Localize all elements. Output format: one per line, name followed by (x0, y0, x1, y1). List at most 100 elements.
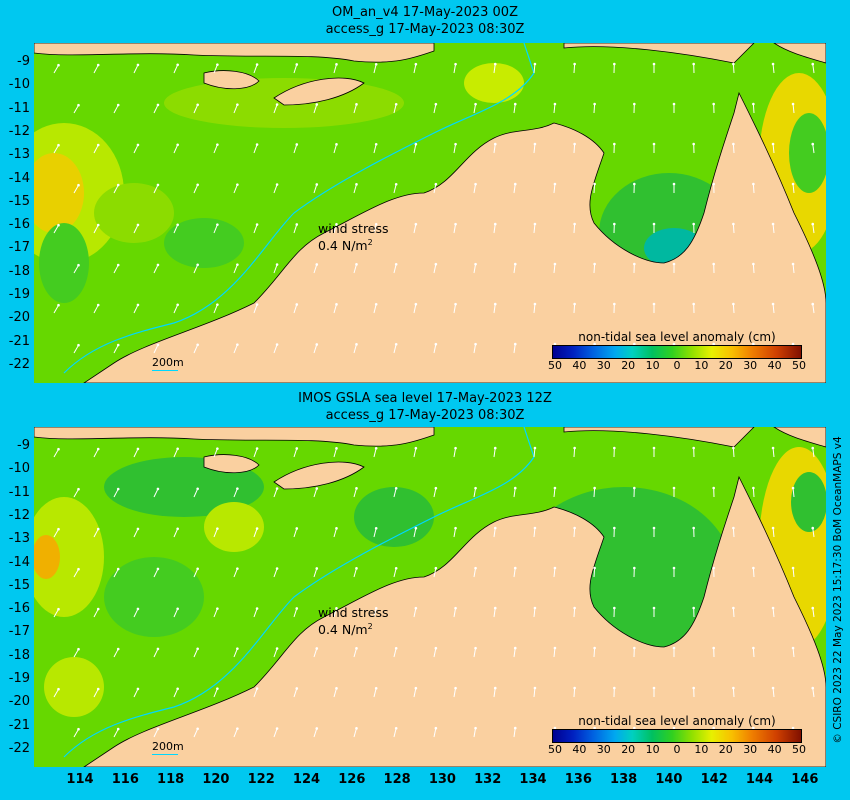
legend-tick-label: 30 (596, 359, 611, 372)
wind-arrow (573, 223, 576, 234)
wind-arrow (273, 648, 278, 658)
wind-arrow (373, 144, 377, 154)
wind-arrow-head (57, 303, 60, 307)
wind-arrow (593, 647, 596, 658)
wind-arrow-head (712, 566, 715, 570)
panel2-anomaly-high-south (44, 657, 104, 717)
wind-arrow (173, 144, 179, 154)
wind-arrow (792, 487, 795, 498)
panel2-depth-swatch (152, 754, 178, 755)
wind-arrow-head (752, 486, 755, 490)
wind-arrow-head (236, 183, 239, 186)
panel1-legend: non-tidal sea level anomaly (cm) 50 40 30 2… (548, 330, 806, 373)
wind-arrow-head (752, 566, 755, 570)
panel2-anomaly-high-mid (204, 502, 264, 552)
longitude-label: 120 (202, 772, 230, 787)
panel1-wind-stress-label: wind stress 0.4 N/m2 (318, 222, 389, 253)
wind-arrow-head (652, 62, 656, 66)
wind-arrow (393, 488, 397, 498)
longitude-label: 128 (383, 772, 411, 787)
wind-arrow (812, 304, 815, 314)
wind-arrow-head (791, 566, 795, 570)
wind-arrow (53, 144, 59, 154)
panel2-wind-stress-scale: 0.4 N/m2 (318, 620, 389, 637)
latitude-label: -11 (8, 100, 30, 116)
wind-arrow (772, 303, 775, 314)
legend-tick-label: 30 (596, 743, 611, 756)
wind-arrow-head (57, 527, 60, 531)
wind-arrow (732, 607, 735, 618)
wind-arrow-head (474, 102, 477, 106)
wind-arrow-head (593, 726, 596, 730)
wind-arrow-head (156, 647, 160, 651)
wind-arrow (373, 64, 377, 74)
wind-arrow-head (791, 102, 795, 106)
wind-arrow (173, 224, 179, 234)
wind-arrow-head (176, 607, 179, 611)
wind-arrow (353, 488, 357, 498)
wind-arrow-head (652, 302, 656, 306)
wind-arrow-head (752, 342, 755, 346)
wind-arrow-head (236, 727, 239, 730)
wind-arrow-head (335, 527, 338, 530)
wind-arrow (433, 728, 437, 738)
wind-arrow (553, 487, 556, 498)
legend-tick-label: 20 (621, 743, 636, 756)
wind-arrow (453, 144, 457, 154)
wind-arrow-head (136, 303, 140, 307)
wind-arrow-head (533, 606, 537, 610)
wind-arrow (333, 528, 337, 538)
wind-arrow (113, 344, 119, 354)
wind-arrow (293, 224, 298, 234)
wind-arrow-head (394, 646, 398, 650)
wind-arrow (133, 224, 139, 234)
wind-arrow-head (732, 686, 735, 690)
wind-arrow-head (196, 103, 199, 107)
wind-arrow (53, 64, 59, 74)
wind-arrow (772, 143, 775, 154)
longitude-label: 118 (157, 772, 185, 787)
wind-arrow (772, 687, 775, 698)
wind-arrow-head (216, 303, 219, 306)
wind-arrow-head (752, 182, 755, 186)
wind-arrow-head (613, 606, 616, 610)
wind-arrow-head (454, 446, 457, 450)
latitude-label: -13 (8, 147, 30, 163)
wind-arrow (393, 568, 397, 578)
panel2-depth-label: 200m (152, 740, 184, 753)
wind-arrow-head (355, 647, 358, 650)
wind-arrow (293, 64, 298, 74)
wind-arrow-head (771, 606, 775, 610)
panel2-map[interactable] (34, 427, 826, 767)
wind-arrow (333, 144, 337, 154)
wind-arrow (433, 184, 437, 194)
wind-arrow-head (692, 222, 695, 226)
wind-arrow-head (811, 142, 815, 146)
wind-arrow-head (355, 183, 358, 186)
wind-arrow-head (196, 343, 199, 347)
wind-arrow-head (811, 526, 815, 530)
wind-arrow (413, 144, 417, 154)
wind-arrow (253, 608, 258, 618)
wind-arrow (273, 344, 278, 354)
wind-arrow-head (513, 726, 517, 730)
panel1-legend-colorbar (552, 345, 802, 359)
wind-arrow (93, 528, 99, 538)
wind-arrow (393, 264, 397, 274)
wind-arrow (533, 447, 536, 458)
wind-arrow-head (811, 222, 815, 226)
wind-arrow-head (335, 143, 338, 146)
wind-arrow-head (355, 727, 358, 730)
wind-arrow (353, 184, 357, 194)
panel2-australia-land (83, 475, 826, 767)
wind-arrow (792, 263, 795, 274)
wind-arrow-head (315, 487, 319, 490)
wind-arrow (473, 648, 477, 658)
wind-arrow (493, 304, 496, 314)
wind-arrow-head (613, 222, 616, 226)
wind-arrow-head (116, 567, 120, 571)
wind-arrow (573, 527, 576, 538)
wind-arrow (393, 104, 397, 114)
wind-arrow (93, 688, 99, 698)
panel1-map[interactable] (34, 43, 826, 383)
